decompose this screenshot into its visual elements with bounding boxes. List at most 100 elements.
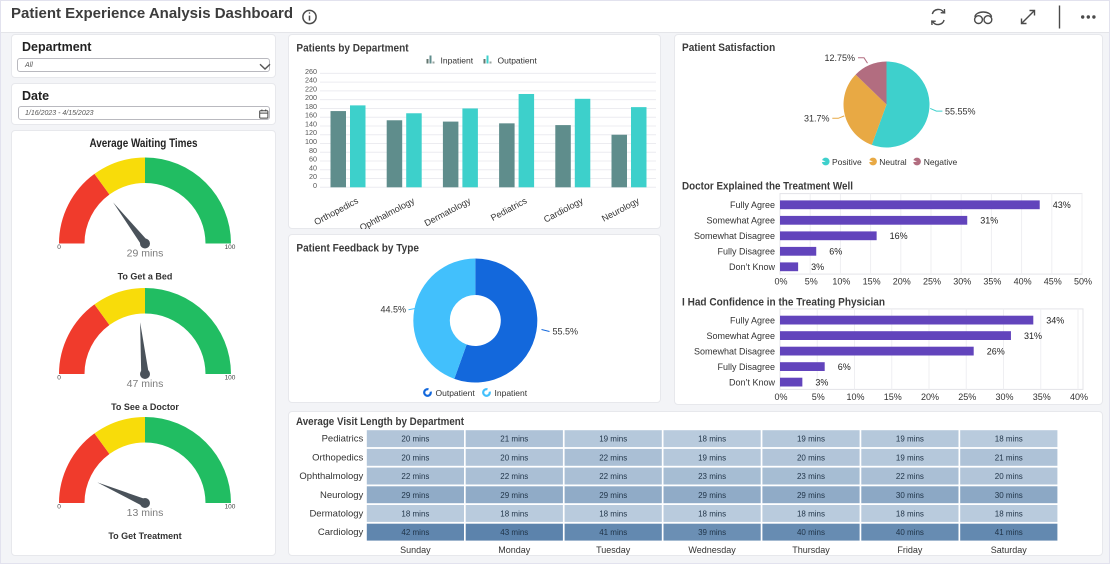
- svg-text:5%: 5%: [812, 392, 825, 402]
- svg-text:Monday: Monday: [498, 545, 531, 555]
- svg-text:0: 0: [57, 504, 61, 511]
- svg-text:20%: 20%: [921, 392, 939, 402]
- svg-text:180: 180: [305, 102, 317, 111]
- svg-text:Positive: Positive: [832, 157, 862, 167]
- svg-text:23 mins: 23 mins: [698, 472, 726, 481]
- svg-text:Dermatology: Dermatology: [423, 195, 473, 228]
- svg-text:Friday: Friday: [897, 545, 923, 555]
- svg-text:Patient Satisfaction: Patient Satisfaction: [682, 42, 775, 54]
- svg-text:20 mins: 20 mins: [500, 453, 528, 462]
- svg-text:Somewhat Agree: Somewhat Agree: [706, 216, 775, 226]
- svg-text:Somewhat Disagree: Somewhat Disagree: [694, 231, 775, 241]
- svg-text:0: 0: [57, 244, 61, 251]
- svg-text:5%: 5%: [805, 277, 818, 287]
- svg-text:Fully Agree: Fully Agree: [730, 315, 775, 325]
- svg-text:Patient Feedback by Type: Patient Feedback by Type: [296, 243, 419, 255]
- svg-text:Neurology: Neurology: [600, 195, 641, 223]
- svg-text:29 mins: 29 mins: [401, 491, 429, 500]
- svg-text:41 mins: 41 mins: [599, 528, 627, 537]
- svg-text:100: 100: [305, 137, 317, 146]
- svg-text:20%: 20%: [893, 277, 911, 287]
- svg-text:Thursday: Thursday: [792, 545, 830, 555]
- svg-text:40 mins: 40 mins: [896, 528, 924, 537]
- svg-text:16%: 16%: [890, 231, 908, 241]
- svg-text:30%: 30%: [953, 277, 971, 287]
- svg-text:20 mins: 20 mins: [401, 435, 429, 444]
- svg-text:To Get Treatment: To Get Treatment: [108, 531, 181, 541]
- svg-text:18 mins: 18 mins: [599, 509, 627, 518]
- svg-text:55.5%: 55.5%: [553, 327, 579, 337]
- svg-text:Patients by Department: Patients by Department: [296, 42, 408, 54]
- svg-text:22 mins: 22 mins: [599, 472, 627, 481]
- svg-text:Outpatient: Outpatient: [498, 56, 538, 66]
- svg-text:Dermatology: Dermatology: [309, 508, 363, 519]
- svg-text:25%: 25%: [923, 277, 941, 287]
- svg-text:Fully Agree: Fully Agree: [730, 200, 775, 210]
- svg-text:18 mins: 18 mins: [797, 509, 825, 518]
- svg-text:18 mins: 18 mins: [401, 509, 429, 518]
- svg-text:18 mins: 18 mins: [500, 509, 528, 518]
- svg-text:Cardiology: Cardiology: [318, 527, 364, 538]
- svg-text:15%: 15%: [863, 277, 881, 287]
- svg-text:260: 260: [305, 67, 317, 76]
- svg-text:Tuesday: Tuesday: [596, 545, 631, 555]
- svg-text:Inpatient: Inpatient: [441, 56, 474, 66]
- svg-text:19 mins: 19 mins: [896, 453, 924, 462]
- svg-text:100: 100: [225, 504, 236, 511]
- svg-text:22 mins: 22 mins: [599, 453, 627, 462]
- svg-text:20 mins: 20 mins: [797, 453, 825, 462]
- svg-text:29 mins: 29 mins: [500, 491, 528, 500]
- svg-text:Fully Disagree: Fully Disagree: [717, 362, 775, 372]
- svg-text:Ophthalmology: Ophthalmology: [299, 471, 363, 482]
- svg-text:Don’t Know: Don’t Know: [729, 377, 776, 387]
- svg-text:29 mins: 29 mins: [698, 491, 726, 500]
- svg-text:45%: 45%: [1044, 277, 1062, 287]
- svg-text:55.55%: 55.55%: [945, 106, 976, 116]
- svg-text:29 mins: 29 mins: [797, 491, 825, 500]
- svg-text:200: 200: [305, 93, 317, 102]
- svg-text:Outpatient: Outpatient: [436, 388, 476, 398]
- svg-text:31%: 31%: [1024, 331, 1042, 341]
- svg-text:Fully Disagree: Fully Disagree: [717, 247, 775, 257]
- svg-text:To See a Doctor: To See a Doctor: [111, 402, 179, 412]
- svg-text:40%: 40%: [1014, 277, 1032, 287]
- svg-text:Ophthalmology: Ophthalmology: [358, 195, 417, 229]
- svg-text:0%: 0%: [774, 392, 787, 402]
- svg-text:18 mins: 18 mins: [896, 509, 924, 518]
- svg-text:Orthopedics: Orthopedics: [312, 452, 363, 463]
- svg-text:18 mins: 18 mins: [995, 509, 1023, 518]
- svg-text:50%: 50%: [1074, 277, 1092, 287]
- svg-text:Don’t Know: Don’t Know: [729, 262, 776, 272]
- svg-text:22 mins: 22 mins: [896, 472, 924, 481]
- svg-text:Somewhat Agree: Somewhat Agree: [706, 331, 775, 341]
- svg-text:Neutral: Neutral: [879, 157, 907, 167]
- svg-text:10%: 10%: [846, 392, 864, 402]
- svg-text:Average Waiting Times: Average Waiting Times: [90, 136, 198, 150]
- svg-text:0: 0: [313, 181, 317, 190]
- svg-text:6%: 6%: [838, 362, 851, 372]
- svg-text:31%: 31%: [980, 216, 998, 226]
- svg-text:34%: 34%: [1046, 315, 1064, 325]
- svg-text:Inpatient: Inpatient: [495, 388, 528, 398]
- svg-text:12.75%: 12.75%: [824, 53, 855, 63]
- svg-text:29 mins: 29 mins: [599, 491, 627, 500]
- svg-text:0%: 0%: [774, 277, 787, 287]
- svg-text:15%: 15%: [884, 392, 902, 402]
- svg-text:19 mins: 19 mins: [797, 435, 825, 444]
- svg-text:60: 60: [309, 155, 317, 164]
- svg-text:Saturday: Saturday: [991, 545, 1028, 555]
- svg-text:35%: 35%: [983, 277, 1001, 287]
- svg-text:25%: 25%: [958, 392, 976, 402]
- svg-text:47 mins: 47 mins: [127, 378, 164, 390]
- svg-text:Negative: Negative: [924, 157, 958, 167]
- svg-text:19 mins: 19 mins: [896, 435, 924, 444]
- svg-text:0: 0: [57, 375, 61, 382]
- svg-text:18 mins: 18 mins: [995, 435, 1023, 444]
- svg-text:Cardiology: Cardiology: [542, 195, 585, 224]
- svg-text:160: 160: [305, 111, 317, 120]
- svg-text:100: 100: [225, 244, 236, 251]
- svg-text:Wednesday: Wednesday: [688, 545, 736, 555]
- svg-text:21 mins: 21 mins: [995, 453, 1023, 462]
- svg-text:44.5%: 44.5%: [380, 305, 406, 315]
- svg-text:30%: 30%: [995, 392, 1013, 402]
